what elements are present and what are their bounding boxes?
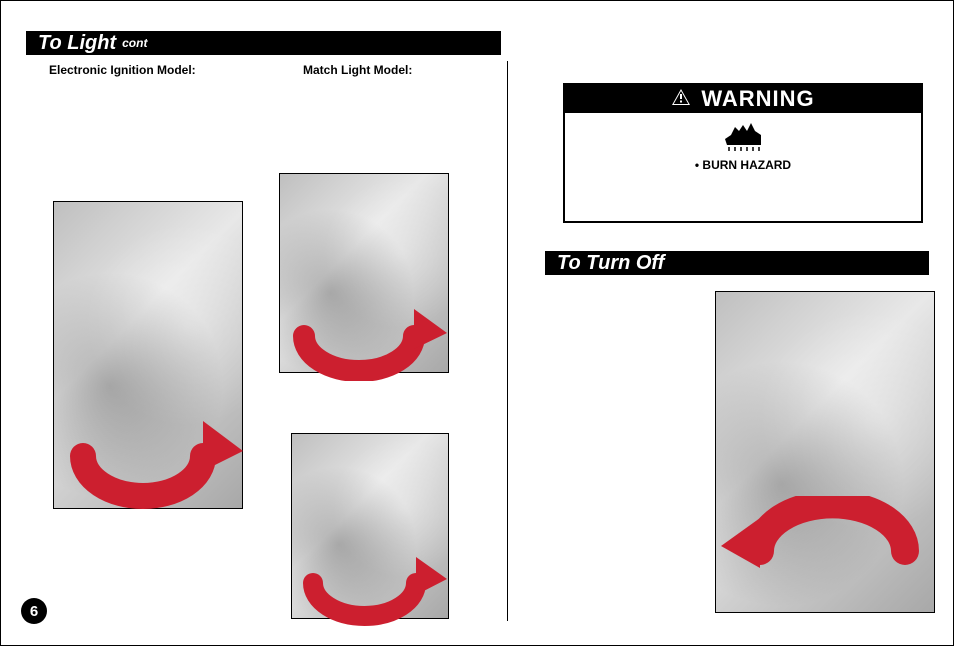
warning-title: WARNING: [701, 86, 814, 112]
label-electronic-ignition: Electronic Ignition Model:: [49, 63, 196, 77]
warning-hazard-text: • BURN HAZARD: [565, 158, 921, 172]
section-title-to-light: To Light: [38, 32, 116, 55]
section-title-to-turn-off: To Turn Off: [557, 252, 664, 275]
column-divider: [507, 61, 508, 621]
warning-box: WARNING • BURN HAZARD: [563, 83, 923, 223]
section-bar-to-turn-off: To Turn Off: [545, 251, 929, 275]
warning-triangle-icon: [671, 88, 691, 111]
page-number-badge: 6: [21, 598, 47, 624]
figure-electronic-ignition: [53, 201, 243, 509]
warning-body: • BURN HAZARD: [565, 113, 921, 172]
section-bar-to-light: To Light cont: [26, 31, 501, 55]
burn-hand-icon: [721, 117, 765, 156]
manual-page: To Light cont Electronic Ignition Model:…: [0, 0, 954, 646]
figure-match-light-2: [291, 433, 449, 619]
page-number: 6: [30, 603, 38, 620]
figure-turn-off: [715, 291, 935, 613]
section-subtitle-to-light: cont: [122, 36, 147, 50]
figure-match-light-1: [279, 173, 449, 373]
label-match-light: Match Light Model:: [303, 63, 412, 77]
warning-header: WARNING: [565, 85, 921, 113]
